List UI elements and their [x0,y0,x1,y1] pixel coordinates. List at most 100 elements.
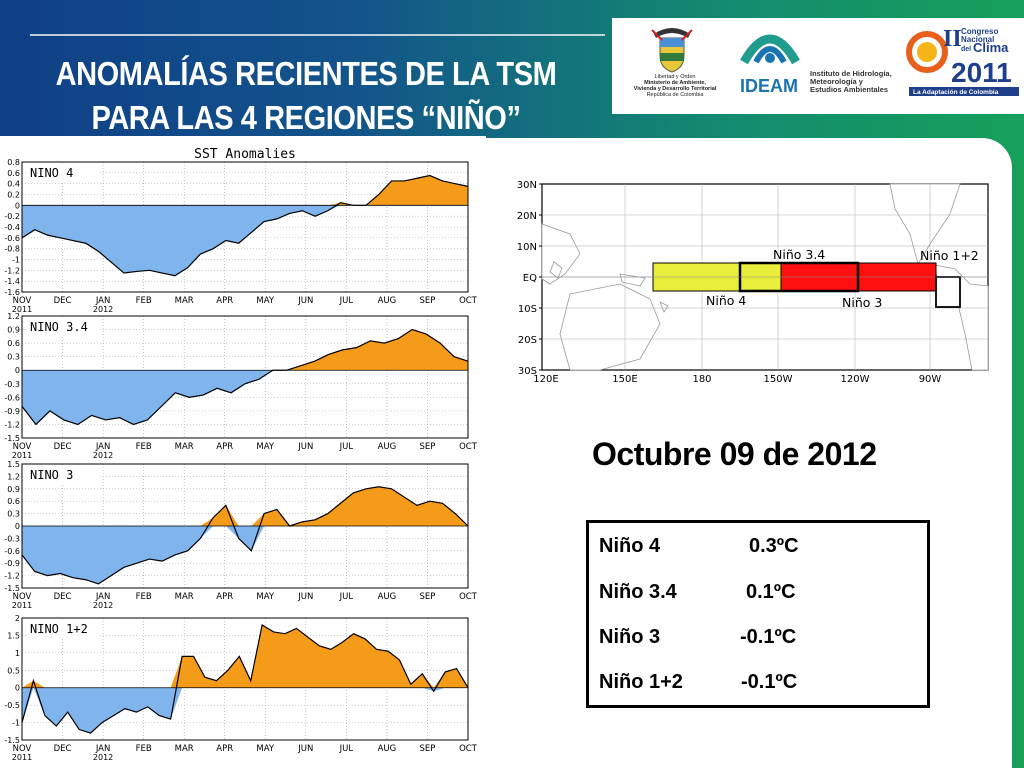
table-region: Niño 4 [599,535,661,557]
title-line-1: ANOMALÍAS RECIENTES DE LA TSM [55,55,557,92]
svg-text:Clima: Clima [973,40,1009,55]
anomaly-line [21,624,469,734]
x-tick-label: JUL [339,442,354,452]
table-value: -0.1ºC [741,671,798,693]
x-tick-label: NOV [13,744,32,754]
svg-text:2011: 2011 [951,57,1012,88]
x-tick-label: FEB [136,442,152,452]
y-tick-label: 0.9 [7,326,20,335]
x-tick-label: JAN [95,592,111,602]
land-outline [559,283,661,371]
x-year-label: 2012 [93,601,113,610]
chart-border [21,463,469,589]
svg-text:Congreso: Congreso [961,27,998,36]
lon-label: 90W [919,374,942,385]
y-tick-label: 0.5 [7,666,20,675]
x-tick-label: DEC [54,744,72,754]
x-tick-label: MAR [175,744,194,754]
anomaly-table: Niño 4 0.3ºC Niño 3.4 0.1ºC Niño 3 -0.1º… [586,520,930,708]
y-tick-label: 0.9 [7,485,20,494]
chart-border [21,617,469,741]
table-row: Niño 1+2 -0.1ºC [599,671,797,694]
x-tick-label: JUN [297,592,313,602]
series-label-bg [26,165,98,181]
lat-label: 10S [518,304,537,315]
x-tick-label: FEB [136,296,152,306]
x-tick-label: JUN [297,296,313,306]
y-tick-label: -0.3 [4,534,20,543]
x-tick-label: MAR [175,442,194,452]
x-tick-label: SEP [420,592,436,602]
y-tick-label: -0.4 [4,223,20,232]
x-year-label: 2011 [12,601,32,610]
x-tick-label: NOV [13,442,32,452]
lat-label: 20N [517,211,537,222]
x-tick-label: SEP [420,296,436,306]
x-tick-label: AUG [378,744,397,754]
x-tick-label: SEP [420,744,436,754]
y-tick-label: 1.2 [7,472,20,481]
y-tick-label: 0.6 [7,169,20,178]
table-region: Niño 3 [599,626,661,648]
y-tick-label: 0 [15,522,20,531]
x-tick-label: MAY [256,744,274,754]
y-tick-label: 1.5 [7,631,20,640]
chart-border [21,161,469,293]
y-tick-label: -1.4 [4,277,20,286]
sst-anomaly-charts: SST Anomalies 0.80.60.40.20-0.2-0.4-0.6-… [4,147,478,762]
y-tick-label: 1.2 [7,312,20,321]
table-value: 0.3ºC [749,535,799,557]
table-value: -0.1ºC [740,626,797,648]
table-row: Niño 3 -0.1ºC [599,626,796,649]
x-tick-label: AUG [378,442,397,452]
y-tick-label: 0.8 [7,158,20,167]
table-region: Niño 3.4 [599,581,677,603]
ideam-wordmark: IDEAM [740,76,798,96]
y-tick-label: 0.3 [7,510,20,519]
x-tick-label: MAY [256,442,274,452]
x-tick-label: MAR [175,296,194,306]
series-label-bg [26,621,98,637]
x-tick-label: APR [216,592,233,602]
y-tick-label: -0.6 [4,393,20,402]
lon-label: 180 [692,374,711,385]
x-tick-label: MAY [256,296,274,306]
lat-label: 10N [517,242,537,253]
chart-title: SST Anomalies [194,147,296,162]
y-tick-label: -0.6 [4,547,20,556]
x-tick-label: MAR [175,592,194,602]
title-area: ANOMALÍAS RECIENTES DE LA TSM PARA LAS 4… [0,18,612,136]
x-tick-label: OCT [459,296,478,306]
x-year-label: 2011 [12,451,32,460]
x-tick-label: APR [216,296,233,306]
lat-label: EQ [523,273,537,284]
y-tick-label: -0.9 [4,559,20,568]
series-label-bg [26,467,98,483]
nino-1-2-label: Niño 1+2 [920,248,979,263]
x-tick-label: OCT [459,442,478,452]
series-label: NINO 3 [30,468,73,482]
report-date: Octubre 09 de 2012 [592,436,877,472]
table-region: Niño 1+2 [599,671,683,693]
x-year-label: 2012 [93,451,113,460]
lon-label: 150E [612,374,637,385]
land-outline [889,183,961,266]
nino-4-label: Niño 4 [706,293,746,308]
x-tick-label: JAN [95,296,111,306]
lat-label: 20S [518,335,537,346]
nino-3-4-label: Niño 3.4 [773,247,825,262]
svg-text:La Adaptación de Colombia: La Adaptación de Colombia [913,89,999,96]
x-tick-label: JUN [297,442,313,452]
svg-text:Nacional: Nacional [961,35,994,44]
x-tick-label: JUL [339,592,354,602]
y-tick-label: -1.2 [4,420,20,429]
x-tick-label: JAN [95,442,111,452]
x-year-label: 2012 [93,753,113,762]
x-tick-label: MAY [256,592,274,602]
y-tick-label: -0.6 [4,234,20,243]
colombia-coat-of-arms-icon [651,28,693,73]
chart-border [21,315,469,439]
x-tick-label: JUN [297,744,313,754]
anomaly-line [21,328,469,426]
